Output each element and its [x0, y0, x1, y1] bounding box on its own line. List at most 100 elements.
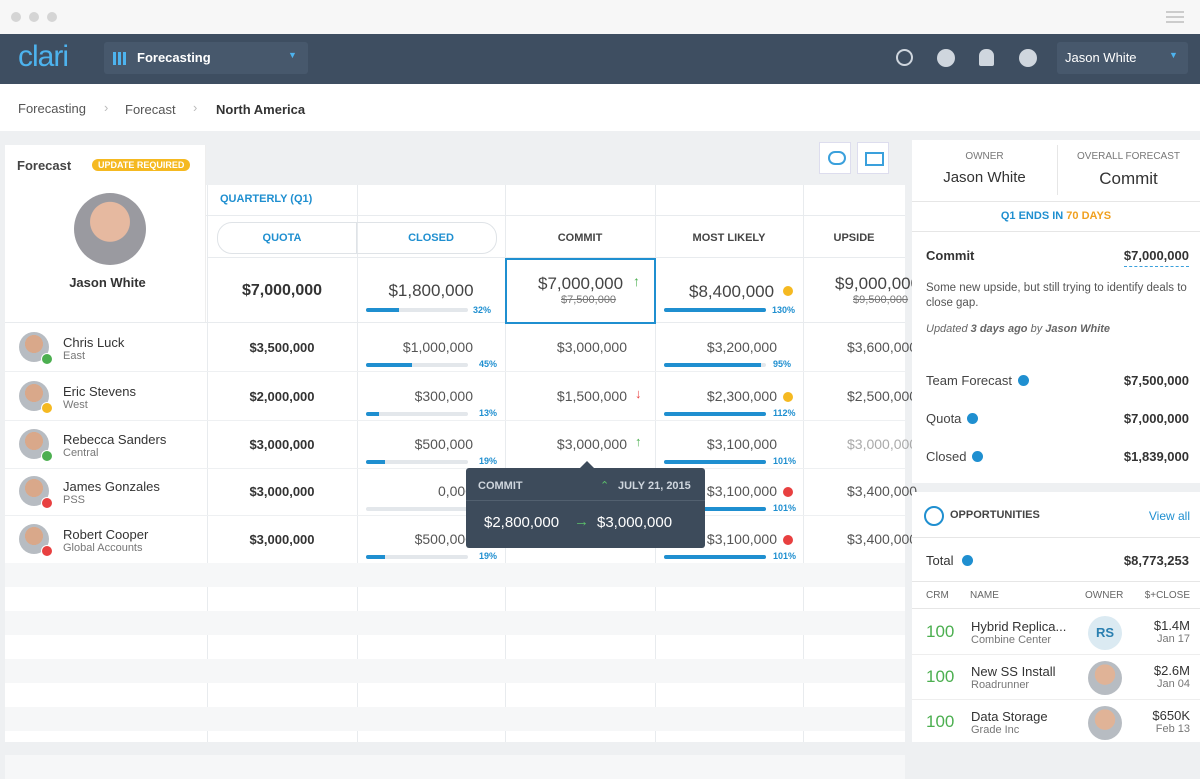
commit-cell[interactable] [505, 258, 656, 324]
progress-fill [664, 363, 761, 367]
progress-fill [366, 460, 386, 464]
empty-row [5, 755, 905, 779]
layout-button[interactable] [857, 142, 889, 174]
quota: $2,000,000 [249, 389, 315, 404]
most-likely-pct: 130% [772, 305, 796, 315]
closed: $300,000 [414, 388, 473, 404]
column-header: COMMIT [557, 232, 603, 244]
closed-pct: 19% [479, 551, 498, 561]
progress-bar [366, 507, 468, 511]
forecast-table: QUARTERLY (Q1) QUOTA CLOSED COMMIT MOST LIKE… [5, 185, 920, 779]
tooltip-date: JULY 21, 2015 [618, 480, 691, 492]
trend-arrow: ↑ [635, 434, 642, 449]
progress-fill [366, 412, 380, 416]
progress-fill [366, 308, 399, 312]
opp-amount: $650K [1152, 708, 1190, 723]
quota: $7,000,000 [241, 282, 323, 299]
search-icon[interactable] [896, 49, 913, 66]
progress-fill [664, 555, 766, 559]
metric-value: $7,000,000 [1123, 411, 1189, 426]
crumb[interactable]: Forecast [125, 102, 176, 117]
upside: $3,000,000 [847, 436, 918, 452]
tooltip-to: $3,000,000 [597, 514, 673, 531]
download-button[interactable] [819, 142, 851, 174]
nav-dropdown[interactable]: Forecasting ▼ [104, 42, 308, 74]
opps-title: OPPORTUNITIES [950, 509, 1040, 521]
owner: Jason White [943, 169, 1026, 186]
opp-name[interactable]: New SS Install [971, 664, 1056, 679]
help-icon[interactable] [937, 49, 955, 67]
column-line [207, 185, 208, 742]
crumb[interactable]: Forecasting [18, 101, 86, 116]
status-dot [783, 487, 793, 497]
upside: $9,000,000 [835, 274, 921, 293]
rep-region: West [63, 399, 88, 411]
row-line [5, 468, 905, 469]
closed-pct: 13% [479, 408, 498, 418]
rep-name: James Gonzales [63, 479, 160, 494]
quota: $3,000,000 [249, 532, 315, 547]
period: QUARTERLY (Q1) [220, 193, 313, 205]
rep-region: East [63, 350, 86, 362]
opp-column: $+CLOSE [1144, 590, 1190, 601]
opp-close: Feb 13 [1155, 723, 1190, 735]
row-line [5, 420, 905, 421]
currency-icon[interactable] [1019, 49, 1037, 67]
most-likely-pct: 95% [773, 359, 792, 369]
upside: $3,600,000 [847, 339, 918, 355]
most-likely: $3,100,000 [706, 483, 777, 499]
opp-column: OWNER [1085, 590, 1124, 601]
rep-name: Eric Stevens [63, 384, 136, 399]
status-dot [783, 535, 793, 545]
closed-pct: 19% [479, 456, 498, 466]
metric-label: Closed [926, 449, 967, 464]
closed-pct: 32% [473, 305, 492, 315]
opp-amount: $1.4M [1153, 618, 1190, 633]
status-badge [41, 353, 53, 365]
metric-value: $7,500,000 [1123, 373, 1189, 388]
closed: $500,000 [414, 436, 473, 452]
column-header: CLOSED [408, 232, 454, 244]
status-badge [41, 450, 53, 462]
status-badge [41, 545, 53, 557]
opp-name[interactable]: Data Storage [971, 709, 1048, 724]
commit-value[interactable]: $7,000,000 [1123, 248, 1189, 267]
opp-close: Jan 17 [1156, 633, 1190, 645]
quota: $3,500,000 [249, 340, 315, 355]
closed: $500,000 [414, 531, 473, 547]
bell-icon[interactable] [979, 49, 994, 66]
opp-name[interactable]: Hybrid Replica... [971, 619, 1067, 634]
progress-bar [366, 363, 468, 367]
most-likely-pct: 112% [773, 408, 796, 418]
upside: $3,400,000 [847, 531, 918, 547]
status-dot [783, 392, 793, 402]
column-header: QUOTA [262, 232, 302, 244]
progress-fill [366, 363, 412, 367]
quota: $3,000,000 [249, 437, 315, 452]
most-likely-pct: 101% [773, 456, 797, 466]
user-menu[interactable]: Jason White ▼ [1057, 42, 1188, 74]
updated-text: Updated [926, 323, 968, 335]
user-name: Jason White [1065, 50, 1137, 65]
commit-prev: $7,500,000 [561, 294, 617, 306]
most-likely-pct: 101% [773, 551, 797, 561]
logo[interactable]: clari [18, 40, 69, 73]
commit-label: Commit [926, 248, 975, 263]
tooltip-from: $2,800,000 [484, 514, 560, 531]
opp-account: Grade Inc [971, 724, 1020, 736]
closed: $1,800,000 [388, 281, 474, 300]
view-all[interactable]: View all [1148, 509, 1190, 523]
progress-fill [664, 308, 766, 312]
crm-score: 100 [926, 667, 955, 686]
progress-fill [664, 412, 766, 416]
total-label: Total [926, 553, 954, 568]
progress-bar [664, 555, 766, 559]
empty-row [5, 611, 905, 635]
info-icon [1018, 375, 1029, 386]
total: $8,773,253 [1123, 553, 1189, 568]
crm-score: 100 [926, 622, 955, 641]
metric-label: Quota [926, 411, 962, 426]
row-line [5, 215, 905, 216]
row-line [5, 322, 905, 323]
row-line [5, 371, 905, 372]
